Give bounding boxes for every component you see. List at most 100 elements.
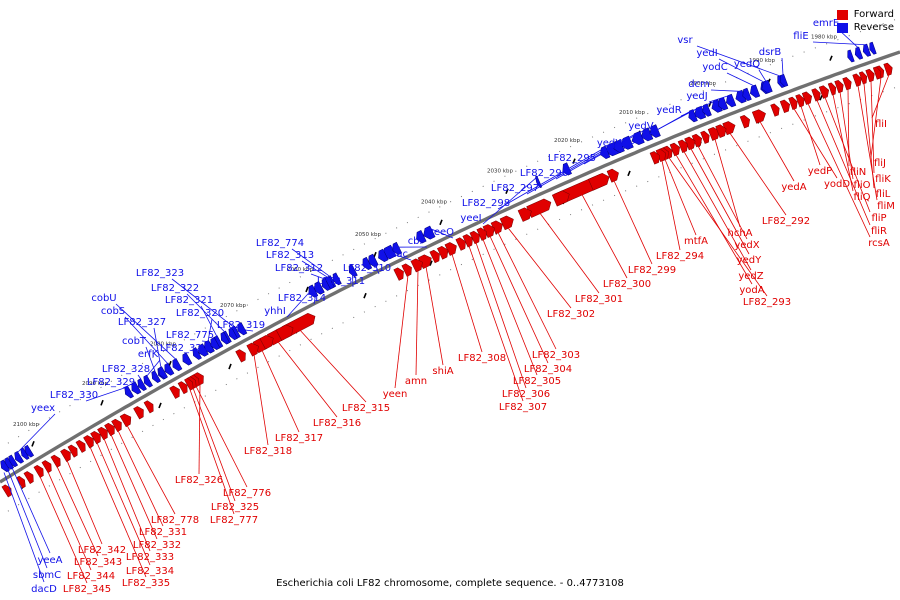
forward-gene-arrow (834, 79, 844, 94)
label-leader-line (394, 275, 409, 389)
label-leader-line (291, 248, 331, 277)
forward-gene-arrow (588, 173, 610, 191)
forward-gene-arrow (444, 242, 457, 256)
reverse-gene-arrow (137, 378, 147, 391)
forward-gene-label: fliJ (874, 158, 886, 169)
label-leader-line (137, 374, 142, 380)
forward-gene-label: LF82_299 (628, 265, 676, 276)
reverse-gene-label: yedQ (734, 59, 760, 70)
reverse-gene-arrow (220, 331, 230, 345)
forward-gene-label: yedZ (738, 271, 763, 282)
reverse-gene-label: cobT (122, 336, 147, 347)
label-leader-line (870, 80, 875, 174)
label-leader-line (812, 41, 867, 46)
forward-gene-arrow (97, 426, 108, 441)
reverse-label: Reverse (853, 22, 894, 33)
kbp-tick-mark (708, 101, 712, 107)
forward-gene-arrow (700, 130, 710, 144)
reverse-gene-label: cbl (408, 236, 423, 247)
forward-gene-label: LF82_332 (133, 540, 181, 551)
forward-gene-label: LF82_777 (210, 515, 258, 526)
chromosome-backbone (0, 50, 900, 484)
gene-labels: emrEfliEvsryedIyodCdsrByedQdcmyedJyedRye… (31, 18, 895, 595)
reverse-gene-arrow (237, 322, 248, 336)
label-leader-line (613, 180, 653, 265)
reverse-gene-label: yedV (628, 121, 653, 132)
kbp-tick-mark (429, 260, 433, 266)
reverse-gene-arrow (378, 248, 389, 263)
label-leader-line (664, 159, 697, 236)
label-leader-line (415, 270, 419, 376)
label-leader-line (847, 89, 850, 167)
label-leader-line (482, 239, 538, 376)
forward-gene-label: mtfA (684, 236, 708, 247)
forward-gene-label: LF82_325 (211, 502, 259, 513)
forward-gene-arrow (410, 258, 423, 273)
label-leader-line (555, 132, 638, 180)
reverse-gene-arrow (761, 79, 773, 94)
reverse-gene-arrow (641, 127, 654, 142)
forward-gene-arrow (779, 99, 791, 114)
forward-gene-label: LF82_343 (74, 557, 122, 568)
label-leader-line (89, 446, 147, 578)
kbp-tick-label: 2090 kbp (82, 381, 108, 387)
reverse-gene-label: LF82_328 (102, 364, 150, 375)
reverse-gene-label: LF82_320 (176, 308, 224, 319)
forward-gene-label: yodA (739, 285, 764, 296)
label-leader-line (807, 103, 871, 238)
label-leader-line (17, 413, 56, 453)
kbp-tick-label: 2060 kbp (287, 267, 313, 273)
forward-gene-arrow (827, 82, 837, 96)
label-leader-line (261, 350, 300, 433)
legend-reverse: Reverse (836, 21, 894, 34)
forward-gene-label: fliP (871, 213, 886, 224)
kbp-tick-mark (100, 399, 104, 406)
label-leader-line (539, 213, 600, 294)
reverse-gene-label: LF82_314 (278, 293, 326, 304)
forward-gene-label: LF82_778 (151, 515, 199, 526)
reverse-gene-arrow (362, 256, 373, 271)
label-leader-line (122, 382, 136, 389)
forward-gene-arrow (119, 413, 132, 428)
reverse-gene-arrow (151, 370, 161, 383)
forward-gene-arrow (90, 431, 101, 445)
forward-gene-label: fliQ (854, 192, 871, 203)
forward-gene-label: LF82_303 (532, 350, 580, 361)
reverse-gene-label: dcm (688, 79, 710, 90)
legend-forward: Forward (836, 8, 894, 21)
forward-gene-label: yedX (734, 240, 759, 251)
label-leader-line (451, 253, 483, 353)
label-leader-line (482, 175, 539, 225)
reverse-gene-arrow (164, 362, 175, 376)
forward-gene-arrow (858, 71, 868, 85)
reverse-gene-arrow (847, 49, 855, 63)
label-leader-line (675, 154, 753, 285)
kbp-tick-label: 2050 kbp (355, 232, 381, 238)
label-leader-line (824, 97, 871, 213)
forward-gene-label: LF82_307 (499, 402, 547, 413)
forward-gene-arrow (499, 215, 514, 231)
forward-gene-label: LF82_308 (458, 353, 506, 364)
forward-gene-label: yedY (737, 255, 762, 266)
forward-gene-arrow (649, 151, 660, 165)
reverse-gene-arrow (779, 73, 789, 87)
label-leader-line (66, 460, 103, 545)
forward-gene-label: amn (405, 376, 427, 387)
kbp-tick-label: 2100 kbp (13, 422, 39, 428)
forward-gene-label: LF82_326 (175, 475, 223, 486)
label-leader-line (313, 282, 319, 305)
reverse-gene-label: yedW (597, 138, 625, 149)
kbp-tick-label: 2000 kbp (690, 81, 716, 87)
forward-gene-arrow (75, 439, 86, 453)
reverse-gene-label: erfK (138, 349, 159, 360)
label-leader-line (115, 303, 177, 360)
forward-gene-label: fliK (875, 174, 891, 185)
kbp-tick-label: 2010 kbp (619, 110, 645, 116)
forward-gene-arrow (15, 475, 26, 489)
reverse-gene-label: LF82_312 (275, 263, 323, 274)
label-leader-line (759, 121, 795, 182)
forward-gene-arrow (715, 124, 727, 138)
reverse-gene-label: yhhI (264, 306, 286, 317)
label-leader-line (277, 341, 338, 418)
label-leader-line (468, 245, 524, 402)
